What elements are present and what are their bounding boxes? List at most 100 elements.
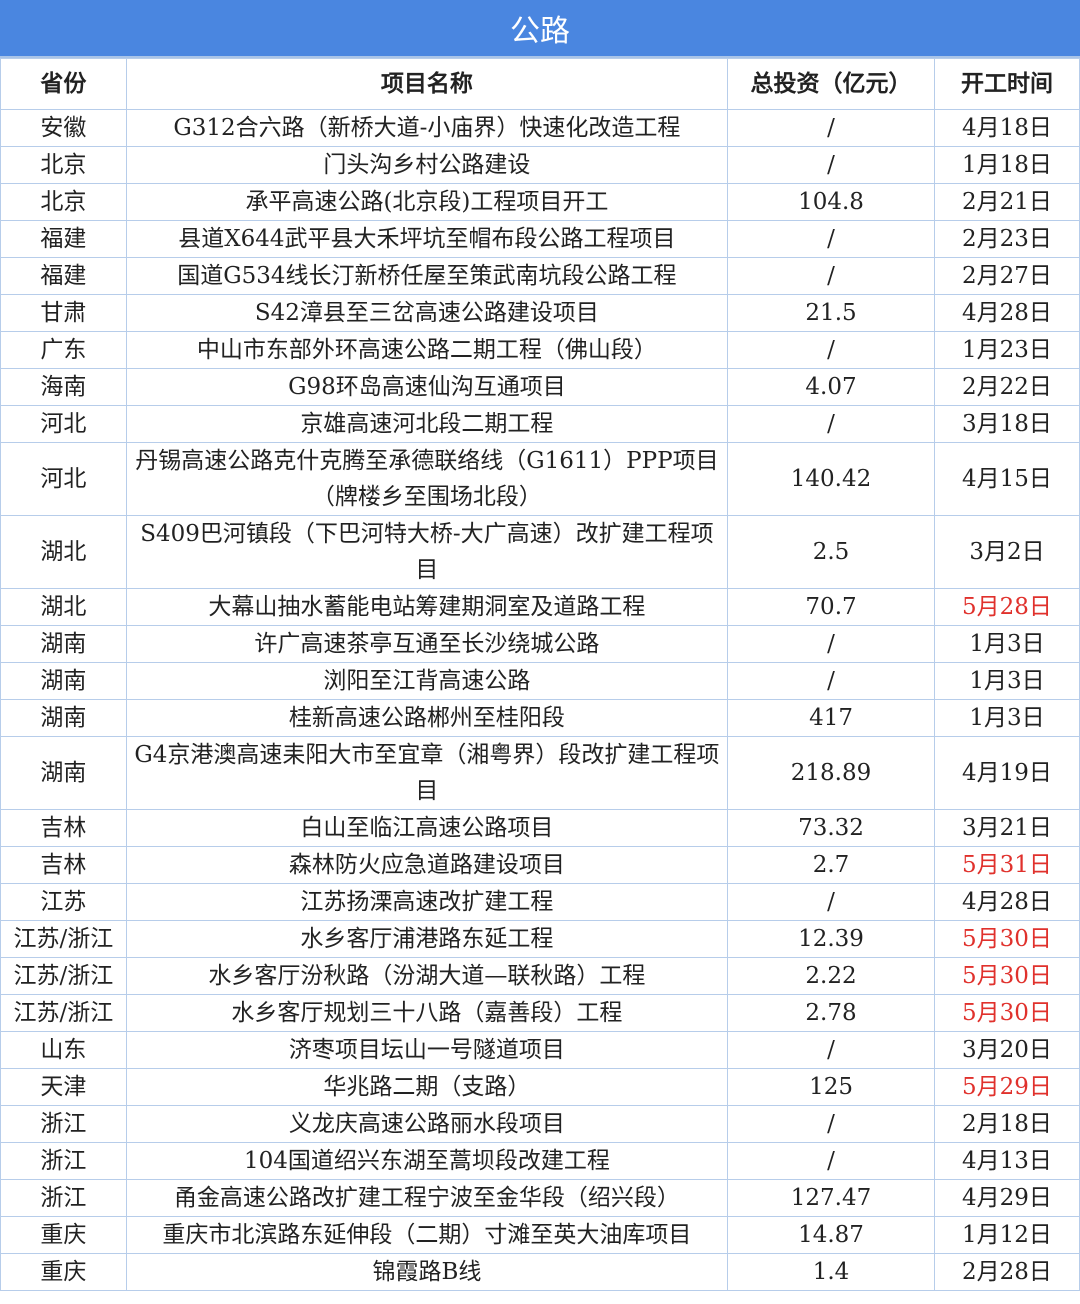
investment-cell: /: [727, 1142, 935, 1180]
start-date-cell: 3月18日: [933, 405, 1080, 443]
project-name-cell: 京雄高速河北段二期工程: [125, 405, 729, 443]
investment-cell: /: [727, 220, 935, 258]
investment-cell: 1.4: [727, 1253, 935, 1291]
start-date-cell: 4月29日: [933, 1179, 1080, 1217]
table-row: 湖南 G4京港澳高速耒阳大市至宜章（湘粤界）段改扩建工程项目 218.89 4月19日: [0, 736, 1080, 810]
investment-cell: /: [727, 625, 935, 663]
header-project-name: 项目名称: [125, 58, 729, 110]
table-row: 北京 门头沟乡村公路建设/1月18日: [0, 146, 1080, 184]
start-date-cell: 5月29日: [933, 1068, 1080, 1106]
table-row: 安徽 G312合六路（新桥大道-小庙界）快速化改造工程/4月18日: [0, 109, 1080, 147]
table-row: 浙江 义龙庆高速公路丽水段项目/2月18日: [0, 1105, 1080, 1143]
investment-cell: /: [727, 662, 935, 700]
table-row: 浙江 104国道绍兴东湖至蒿坝段改建工程/4月13日: [0, 1142, 1080, 1180]
province-cell: 河北: [0, 442, 127, 516]
province-cell: 浙江: [0, 1179, 127, 1217]
table-row: 江苏/浙江 水乡客厅规划三十八路（嘉善段）工程 2.78 5月30日: [0, 994, 1080, 1032]
investment-cell: /: [727, 883, 935, 921]
province-cell: 江苏/浙江: [0, 994, 127, 1032]
project-name-cell: G98环岛高速仙沟互通项目: [125, 368, 729, 406]
province-cell: 福建: [0, 257, 127, 295]
province-cell: 海南: [0, 368, 127, 406]
province-cell: 浙江: [0, 1105, 127, 1143]
project-name-cell: 县道X644武平县大禾坪坑至帽布段公路工程项目: [125, 220, 729, 258]
province-cell: 甘肃: [0, 294, 127, 332]
start-date-cell: 1月18日: [933, 146, 1080, 184]
investment-cell: 73.32: [727, 809, 935, 847]
project-name-cell: 水乡客厅规划三十八路（嘉善段）工程: [125, 994, 729, 1032]
table-row: 湖北 大幕山抽水蓄能电站筹建期洞室及道路工程 70.7 5月28日: [0, 588, 1080, 626]
investment-cell: /: [727, 109, 935, 147]
project-name-cell: 锦霞路B线: [125, 1253, 729, 1291]
start-date-cell: 1月3日: [933, 699, 1080, 737]
start-date-cell: 1月23日: [933, 331, 1080, 369]
start-date-cell: 4月13日: [933, 1142, 1080, 1180]
province-cell: 湖南: [0, 736, 127, 810]
investment-cell: 21.5: [727, 294, 935, 332]
start-date-cell: 4月28日: [933, 883, 1080, 921]
province-cell: 吉林: [0, 809, 127, 847]
province-cell: 重庆: [0, 1253, 127, 1291]
province-cell: 江苏: [0, 883, 127, 921]
investment-cell: 14.87: [727, 1216, 935, 1254]
investment-cell: 2.78: [727, 994, 935, 1032]
project-name-cell: 水乡客厅浦港路东延工程: [125, 920, 729, 958]
table-row: 湖北 S409巴河镇段（下巴河特大桥-大广高速）改扩建工程项目 2.5 3月2日: [0, 515, 1080, 589]
project-name-cell: 104国道绍兴东湖至蒿坝段改建工程: [125, 1142, 729, 1180]
province-cell: 安徽: [0, 109, 127, 147]
project-name-cell: G312合六路（新桥大道-小庙界）快速化改造工程: [125, 109, 729, 147]
start-date-cell: 4月18日: [933, 109, 1080, 147]
investment-cell: 4.07: [727, 368, 935, 406]
province-cell: 吉林: [0, 846, 127, 884]
start-date-cell: 1月3日: [933, 625, 1080, 663]
investment-cell: /: [727, 1105, 935, 1143]
project-name-cell: 国道G534线长汀新桥任屋至策武南坑段公路工程: [125, 257, 729, 295]
table-row: 福建 国道G534线长汀新桥任屋至策武南坑段公路工程/2月27日: [0, 257, 1080, 295]
start-date-cell: 5月30日: [933, 957, 1080, 995]
start-date-cell: 3月2日: [933, 515, 1080, 589]
investment-cell: /: [727, 331, 935, 369]
table-row: 福建 县道X644武平县大禾坪坑至帽布段公路工程项目/2月23日: [0, 220, 1080, 258]
province-cell: 湖南: [0, 699, 127, 737]
investment-cell: 2.5: [727, 515, 935, 589]
table-row: 天津 华兆路二期（支路） 125 5月29日: [0, 1068, 1080, 1106]
province-cell: 湖南: [0, 662, 127, 700]
project-name-cell: 丹锡高速公路克什克腾至承德联络线（G1611）PPP项目（牌楼乡至围场北段）: [125, 442, 729, 516]
table-row: 河北 京雄高速河北段二期工程/3月18日: [0, 405, 1080, 443]
start-date-cell: 1月12日: [933, 1216, 1080, 1254]
start-date-cell: 2月27日: [933, 257, 1080, 295]
investment-cell: 140.42: [727, 442, 935, 516]
table-row: 江苏/浙江 水乡客厅汾秋路（汾湖大道—联秋路）工程 2.22 5月30日: [0, 957, 1080, 995]
investment-cell: /: [727, 146, 935, 184]
project-name-cell: 重庆市北滨路东延伸段（二期）寸滩至英大油库项目: [125, 1216, 729, 1254]
province-cell: 广东: [0, 331, 127, 369]
table-row: 重庆 锦霞路B线 1.4 2月28日: [0, 1253, 1080, 1291]
start-date-cell: 2月28日: [933, 1253, 1080, 1291]
province-cell: 湖北: [0, 588, 127, 626]
table-row: 海南 G98环岛高速仙沟互通项目 4.07 2月22日: [0, 368, 1080, 406]
table-row: 江苏/浙江 水乡客厅浦港路东延工程 12.39 5月30日: [0, 920, 1080, 958]
investment-cell: 2.7: [727, 846, 935, 884]
investment-cell: 417: [727, 699, 935, 737]
project-name-cell: 水乡客厅汾秋路（汾湖大道—联秋路）工程: [125, 957, 729, 995]
investment-cell: 2.22: [727, 957, 935, 995]
start-date-cell: 5月28日: [933, 588, 1080, 626]
province-cell: 江苏/浙江: [0, 920, 127, 958]
project-name-cell: 济枣项目坛山一号隧道项目: [125, 1031, 729, 1069]
province-cell: 山东: [0, 1031, 127, 1069]
project-name-cell: 甬金高速公路改扩建工程宁波至金华段（绍兴段）: [125, 1179, 729, 1217]
start-date-cell: 4月15日: [933, 442, 1080, 516]
start-date-cell: 4月28日: [933, 294, 1080, 332]
table-row: 浙江 甬金高速公路改扩建工程宁波至金华段（绍兴段） 127.47 4月29日: [0, 1179, 1080, 1217]
start-date-cell: 3月21日: [933, 809, 1080, 847]
project-name-cell: 承平高速公路(北京段)工程项目开工: [125, 183, 729, 221]
table-row: 重庆 重庆市北滨路东延伸段（二期）寸滩至英大油库项目 14.87 1月12日: [0, 1216, 1080, 1254]
project-name-cell: S42漳县至三岔高速公路建设项目: [125, 294, 729, 332]
header-row: 省份 项目名称 总投资（亿元） 开工时间: [0, 58, 1080, 110]
investment-cell: /: [727, 257, 935, 295]
table-row: 湖南 浏阳至江背高速公路/1月3日: [0, 662, 1080, 700]
table-row: 湖南 许广高速茶亭互通至长沙绕城公路/1月3日: [0, 625, 1080, 663]
investment-cell: 104.8: [727, 183, 935, 221]
project-name-cell: 桂新高速公路郴州至桂阳段: [125, 699, 729, 737]
start-date-cell: 2月18日: [933, 1105, 1080, 1143]
